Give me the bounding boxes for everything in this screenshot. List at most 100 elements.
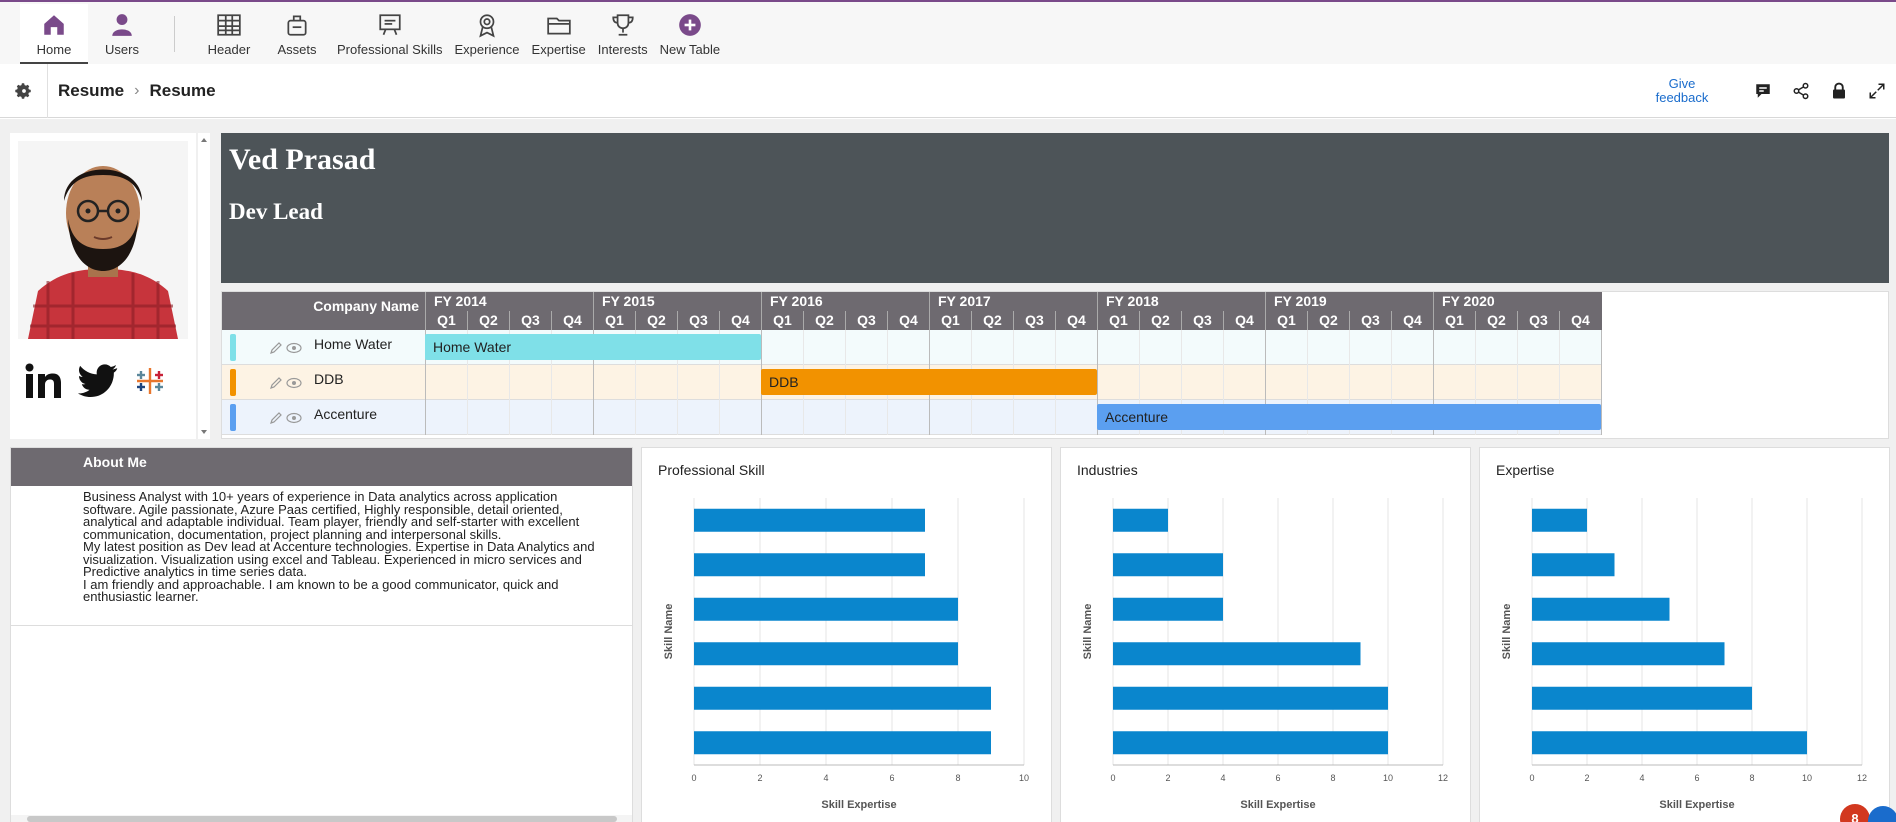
fullscreen-button[interactable]	[1858, 72, 1896, 110]
company-name: Accenture	[314, 406, 378, 422]
nav-experience[interactable]: Experience	[449, 4, 526, 64]
grid-line	[971, 400, 972, 435]
nav-divider	[174, 16, 175, 52]
chart-bar	[1532, 553, 1615, 577]
scrollbar-thumb[interactable]	[27, 816, 617, 822]
x-tick-label: 4	[823, 773, 828, 783]
grid-line	[1097, 365, 1098, 400]
quarter-header: Q4	[887, 311, 929, 330]
nav-interests[interactable]: Interests	[592, 4, 654, 64]
breadcrumb-current: Resume	[149, 80, 216, 100]
edit-view-icons[interactable]	[269, 341, 303, 355]
help-button[interactable]	[1868, 806, 1896, 822]
nav-assets[interactable]: Assets	[263, 4, 331, 64]
x-axis-label: Skill Expertise	[1659, 799, 1734, 811]
chart-bar	[1113, 597, 1223, 621]
linkedin-icon[interactable]	[24, 363, 62, 399]
grid-line	[1391, 365, 1392, 400]
grid-line	[887, 400, 888, 435]
x-tick-label: 0	[1529, 773, 1534, 783]
comments-button[interactable]	[1744, 72, 1782, 110]
grid-line	[887, 330, 888, 365]
tableau-icon[interactable]	[134, 365, 166, 397]
photo-scrollbar[interactable]	[198, 133, 210, 439]
quarter-header: Q4	[1223, 311, 1265, 330]
x-tick-label: 10	[1019, 773, 1029, 783]
grid-line	[761, 330, 762, 365]
edit-view-icons[interactable]	[269, 376, 303, 390]
quarter-header: Q2	[971, 311, 1013, 330]
x-tick-label: 0	[691, 773, 696, 783]
chart-bar	[1113, 508, 1168, 532]
about-line: Predictive analytics in time series data…	[83, 564, 307, 579]
grid-line	[1349, 365, 1350, 400]
about-line: communication, documentation, project pl…	[83, 526, 502, 542]
gantt-header: Company Name FY 2014 Q1 Q2 Q3 Q4 FY 2015 Q1 Q2 Q…	[222, 292, 1602, 330]
plus-circle-icon	[679, 14, 701, 36]
share-button[interactable]	[1782, 72, 1820, 110]
y-axis-label: Skill Name	[1501, 604, 1513, 660]
quarter-header: Q1	[425, 311, 467, 330]
nav-home[interactable]: Home	[20, 4, 88, 64]
quarter-header: Q3	[1013, 311, 1055, 330]
nav-new-table[interactable]: New Table	[654, 4, 726, 64]
grid-line	[803, 400, 804, 435]
grid-line	[1013, 400, 1014, 435]
gantt-bar[interactable]: Home Water	[425, 334, 761, 360]
nav-professional-skills[interactable]: Professional Skills	[331, 4, 449, 64]
gantt-row[interactable]: Accenture Accenture	[222, 400, 1602, 435]
company-name-header: Company Name	[313, 298, 419, 314]
grid-line	[845, 400, 846, 435]
nav-header[interactable]: Header	[195, 4, 263, 64]
x-tick-label: 2	[757, 773, 762, 783]
company-name: Home Water	[314, 336, 393, 352]
grid-line	[677, 400, 678, 435]
nav-users[interactable]: Users	[88, 4, 156, 64]
gantt-bar[interactable]: DDB	[761, 369, 1097, 395]
quarter-header: Q1	[761, 311, 803, 330]
chart-bar	[694, 553, 925, 577]
nav-expertise[interactable]: Expertise	[526, 4, 592, 64]
lock-icon	[1833, 82, 1845, 99]
breadcrumb-bar: Resume › Resume Give feedback	[0, 63, 1896, 118]
edit-view-icons[interactable]	[269, 411, 303, 425]
grid-line	[425, 400, 426, 435]
chart-title: Industries	[1077, 462, 1138, 478]
quarter-header: Q4	[551, 311, 593, 330]
quarter-header: Q4	[1055, 311, 1097, 330]
grid-line	[1139, 330, 1140, 365]
x-tick-label: 10	[1383, 773, 1393, 783]
gantt-row[interactable]: Home Water Home Water	[222, 330, 1602, 365]
about-scrollbar[interactable]	[11, 815, 632, 822]
grid-line	[761, 400, 762, 435]
grid-line	[509, 365, 510, 400]
grid-line	[1265, 330, 1266, 365]
settings-button[interactable]	[0, 63, 48, 118]
table-icon	[217, 14, 241, 36]
grid-line	[1391, 330, 1392, 365]
x-tick-label: 8	[955, 773, 960, 783]
gear-icon	[14, 82, 31, 99]
quarter-header: Q1	[593, 311, 635, 330]
grid-line	[929, 400, 930, 435]
lock-button[interactable]	[1820, 72, 1858, 110]
fiscal-year-header: FY 2016	[761, 292, 929, 311]
gantt-row[interactable]: DDB DDB	[222, 365, 1602, 400]
give-feedback-link[interactable]: Give feedback	[1655, 76, 1709, 105]
breadcrumb-root[interactable]: Resume	[58, 80, 125, 100]
quarter-header: Q2	[1475, 311, 1517, 330]
notification-badge[interactable]: 8	[1840, 804, 1870, 822]
top-nav: Home Users Header Assets Professional Sk…	[0, 2, 1896, 64]
gantt-bar[interactable]: Accenture	[1097, 404, 1601, 430]
x-tick-label: 2	[1584, 773, 1589, 783]
photo-panel	[10, 133, 196, 439]
about-line: My latest position as Dev lead at Accent…	[83, 539, 595, 554]
grid-line	[719, 365, 720, 400]
fiscal-year-header: FY 2018	[1097, 292, 1265, 311]
grid-line	[1433, 365, 1434, 400]
grid-line	[1013, 330, 1014, 365]
profile-header: Ved Prasad Dev Lead	[221, 133, 1889, 283]
grid-line	[1139, 365, 1140, 400]
twitter-icon[interactable]	[78, 364, 118, 398]
grid-line	[677, 365, 678, 400]
